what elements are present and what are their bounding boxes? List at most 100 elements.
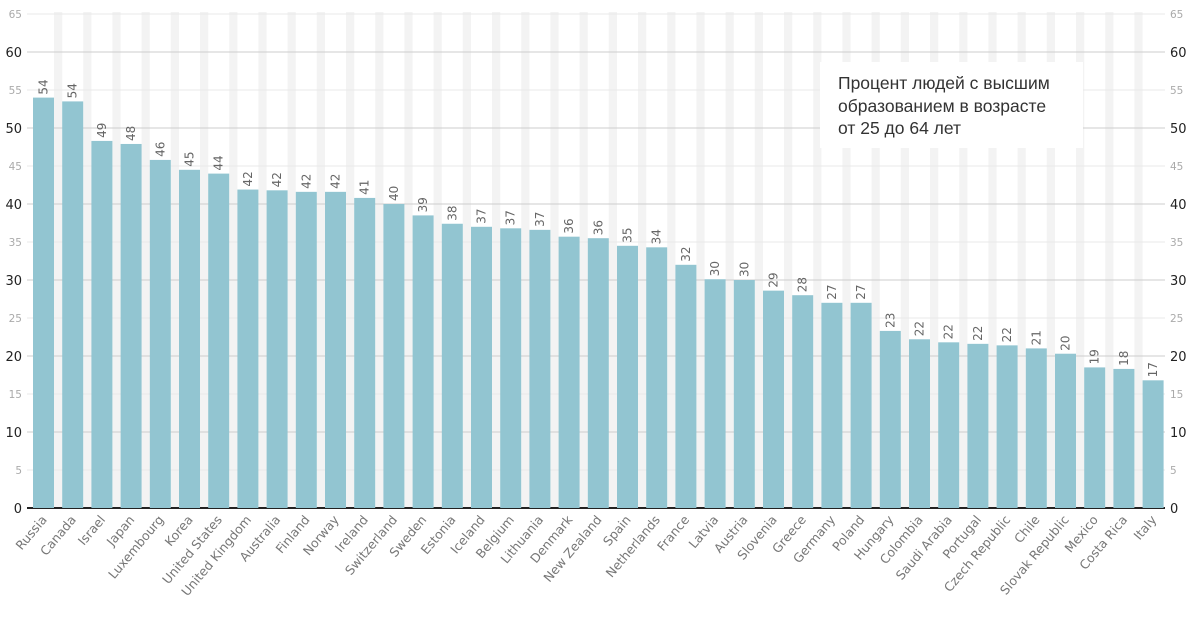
x-tick-label: Italy — [1130, 512, 1159, 543]
background-stripe — [667, 12, 676, 508]
data-label: 42 — [241, 171, 255, 186]
bar — [733, 280, 755, 508]
background-stripe — [170, 12, 179, 508]
background-stripe — [842, 12, 851, 508]
y-tick-label-right: 40 — [1170, 198, 1187, 213]
bar — [1084, 367, 1106, 508]
data-label: 35 — [621, 228, 635, 243]
data-label: 17 — [1146, 362, 1160, 377]
data-label: 44 — [212, 155, 226, 170]
bar — [208, 173, 230, 508]
background-stripe — [696, 12, 705, 508]
bar — [354, 197, 376, 509]
data-label: 30 — [737, 262, 751, 277]
background-stripe — [930, 12, 939, 508]
bar — [500, 228, 522, 508]
y-tick-label-right: 20 — [1170, 350, 1187, 365]
data-label: 18 — [1117, 351, 1131, 366]
y-tick-label-right: 50 — [1170, 122, 1187, 137]
background-stripe — [813, 12, 822, 508]
y-tick-label-right: 30 — [1170, 274, 1187, 289]
bar — [909, 339, 930, 508]
data-label: 45 — [183, 152, 197, 167]
bar — [558, 236, 580, 508]
y-tick-label-right: 5 — [1170, 465, 1177, 477]
bar — [441, 223, 463, 508]
y-tick-label-left: 50 — [5, 122, 22, 137]
data-label: 54 — [37, 79, 51, 94]
bar — [295, 191, 317, 508]
data-label: 46 — [153, 142, 167, 157]
bar — [821, 302, 843, 508]
data-label: 28 — [796, 277, 810, 292]
bar — [1055, 353, 1076, 508]
data-label: 42 — [329, 174, 343, 189]
background-stripe — [871, 12, 880, 508]
y-tick-label-right: 0 — [1170, 502, 1178, 517]
bar — [1142, 380, 1164, 508]
y-tick-label-left: 60 — [5, 46, 22, 61]
bar — [1025, 348, 1047, 508]
background-stripe — [83, 12, 92, 508]
data-label: 41 — [358, 180, 372, 195]
background-stripe — [141, 12, 150, 508]
data-label: 34 — [650, 229, 664, 244]
bar — [33, 97, 54, 508]
y-tick-label-left: 15 — [9, 389, 22, 401]
bar — [471, 226, 492, 509]
data-label: 19 — [1088, 349, 1102, 364]
bar — [763, 290, 784, 508]
x-tick-label: Israel — [75, 512, 108, 548]
bar — [149, 159, 171, 509]
background-stripe — [287, 12, 296, 508]
background-stripe — [258, 12, 267, 508]
data-label: 42 — [270, 172, 284, 187]
bar — [850, 302, 872, 508]
y-tick-label-left: 40 — [5, 198, 22, 213]
background-stripe — [608, 12, 617, 508]
background-stripe — [988, 12, 997, 508]
data-label: 27 — [854, 285, 868, 300]
background-stripe — [784, 12, 793, 508]
background-stripe — [959, 12, 968, 508]
y-tick-label-left: 20 — [5, 350, 22, 365]
data-label: 37 — [475, 209, 489, 224]
background-stripe — [375, 12, 384, 508]
bar — [938, 342, 960, 508]
y-tick-label-right: 45 — [1170, 161, 1183, 173]
data-label: 21 — [1029, 330, 1043, 345]
bar — [792, 295, 814, 508]
data-label: 49 — [95, 123, 109, 138]
data-label: 40 — [387, 186, 401, 201]
background-stripe — [229, 12, 238, 508]
bar — [412, 215, 434, 508]
y-tick-label-right: 65 — [1170, 9, 1183, 21]
bar — [237, 189, 259, 508]
background-stripe — [1046, 12, 1055, 508]
bar — [325, 191, 346, 508]
data-label: 37 — [533, 212, 547, 227]
background-stripe — [521, 12, 530, 508]
y-tick-label-right: 10 — [1170, 426, 1187, 441]
background-stripe — [462, 12, 471, 508]
y-tick-label-left: 10 — [5, 426, 22, 441]
y-tick-label-right: 25 — [1170, 313, 1183, 325]
background-stripe — [1105, 12, 1114, 508]
bar — [383, 204, 405, 508]
background-stripe — [900, 12, 909, 508]
y-tick-label-right: 60 — [1170, 46, 1187, 61]
background-stripe — [433, 12, 442, 508]
data-label: 36 — [562, 218, 576, 233]
bar — [179, 169, 200, 509]
data-label: 48 — [124, 126, 138, 141]
background-stripe — [725, 12, 734, 508]
y-tick-label-left: 0 — [14, 502, 22, 517]
data-label: 27 — [825, 285, 839, 300]
bar — [704, 279, 726, 508]
background-stripe — [54, 12, 63, 508]
data-label: 38 — [445, 205, 459, 220]
data-label: 36 — [591, 220, 605, 235]
background-stripe — [550, 12, 559, 508]
bar — [120, 143, 142, 508]
background-stripe — [112, 12, 121, 508]
